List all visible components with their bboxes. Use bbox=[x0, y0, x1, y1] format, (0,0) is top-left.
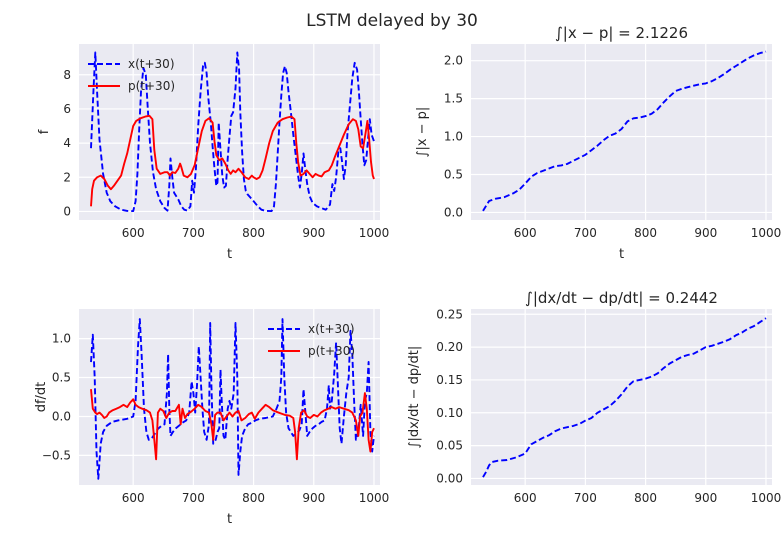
x-tick-label: 1000 bbox=[359, 491, 390, 505]
x-tick-label: 700 bbox=[182, 226, 205, 240]
x-tick-label: 900 bbox=[694, 226, 717, 240]
y-tick-label: 0 bbox=[63, 204, 71, 218]
series-line-p bbox=[90, 389, 375, 461]
legend-label: x(t+30) bbox=[128, 57, 175, 71]
y-tick-label: 0.5 bbox=[52, 371, 71, 385]
x-tick-label: 600 bbox=[514, 491, 537, 505]
y-tick-label: 0.0 bbox=[444, 205, 463, 219]
series-line-x bbox=[90, 318, 375, 480]
subplot-abs-error-integral: 600 700 800 900 1000 0.0 0.5 1.0 1.5 2.0 t ∫|x − p|… bbox=[415, 24, 781, 262]
x-tick-label: 700 bbox=[182, 491, 205, 505]
y-axis-label: ∫|dx/dt − dp/dt| bbox=[407, 346, 422, 449]
legend: x(t+30) p(t+30) bbox=[268, 322, 355, 358]
y-axis-label: f bbox=[37, 129, 52, 134]
subplot-signal: 600 700 800 900 1000 0 2 4 6 8 t f x(t+30) p(t+30) bbox=[37, 44, 389, 262]
subplot-grid: 600 700 800 900 100002468tfx(t+30)p(t+30)600… bbox=[34, 24, 781, 527]
x-tick-label: 800 bbox=[242, 491, 265, 505]
figure-suptitle: LSTM delayed by 30 bbox=[306, 11, 478, 31]
y-axis-label: ∫|x − p| bbox=[415, 107, 430, 158]
plot-area bbox=[471, 309, 772, 485]
x-tick-label: 1000 bbox=[751, 226, 782, 240]
plot-area bbox=[471, 44, 772, 220]
x-tick-label: 900 bbox=[302, 226, 325, 240]
y-tick-label: 0.0 bbox=[52, 409, 71, 423]
y-tick-label: 6 bbox=[63, 102, 71, 116]
legend-label: p(t+30) bbox=[128, 79, 175, 93]
y-tick-label: −0.5 bbox=[42, 448, 71, 462]
y-tick-label: 0.20 bbox=[436, 340, 463, 354]
series-line-integral bbox=[482, 317, 767, 478]
y-tick-label: 0.5 bbox=[444, 167, 463, 181]
y-tick-label: 0.00 bbox=[436, 471, 463, 485]
legend-label: x(t+30) bbox=[308, 322, 355, 336]
x-tick-label: 800 bbox=[634, 226, 657, 240]
x-tick-label: 700 bbox=[574, 491, 597, 505]
y-tick-label: 0.10 bbox=[436, 406, 463, 420]
y-tick-label: 2 bbox=[63, 170, 71, 184]
y-tick-label: 0.25 bbox=[436, 307, 463, 321]
y-tick-label: 2.0 bbox=[444, 54, 463, 68]
subplot-title: ∫|x − p| = 2.1226 bbox=[555, 24, 688, 42]
x-tick-label: 800 bbox=[242, 226, 265, 240]
legend-label: p(t+30) bbox=[308, 344, 355, 358]
y-tick-label: 4 bbox=[63, 136, 71, 150]
x-tick-label: 600 bbox=[122, 491, 145, 505]
x-axis-label: t bbox=[619, 247, 624, 262]
series-line-p bbox=[90, 114, 375, 207]
series-line-x bbox=[90, 51, 375, 213]
x-tick-label: 1000 bbox=[751, 491, 782, 505]
subplot-title: ∫|dx/dt − dp/dt| = 0.2442 bbox=[525, 289, 718, 307]
x-tick-label: 900 bbox=[302, 491, 325, 505]
y-tick-label: 1.0 bbox=[444, 130, 463, 144]
x-axis-label: t bbox=[227, 247, 232, 262]
subplot-derivative: 600 700 800 900 1000 −0.5 0.0 0.5 1.0 t df/dt x(t+3… bbox=[34, 309, 389, 527]
x-tick-label: 600 bbox=[514, 226, 537, 240]
x-tick-label: 800 bbox=[634, 491, 657, 505]
x-axis-label: t bbox=[227, 512, 232, 527]
y-tick-label: 0.15 bbox=[436, 373, 463, 387]
x-tick-label: 600 bbox=[122, 226, 145, 240]
x-tick-label: 1000 bbox=[359, 226, 390, 240]
y-tick-label: 1.0 bbox=[52, 332, 71, 346]
x-tick-label: 700 bbox=[574, 226, 597, 240]
subplot-derivative-error-integral: 600 700 800 900 1000 0.00 0.05 0.10 0.15 0.20 0.25… bbox=[407, 289, 781, 505]
series-line-integral bbox=[482, 50, 767, 212]
y-axis-label: df/dt bbox=[34, 382, 49, 413]
y-tick-label: 0.05 bbox=[436, 439, 463, 453]
legend: x(t+30) p(t+30) bbox=[88, 57, 175, 93]
y-tick-label: 8 bbox=[63, 68, 71, 82]
x-tick-label: 900 bbox=[694, 491, 717, 505]
y-tick-label: 1.5 bbox=[444, 92, 463, 106]
